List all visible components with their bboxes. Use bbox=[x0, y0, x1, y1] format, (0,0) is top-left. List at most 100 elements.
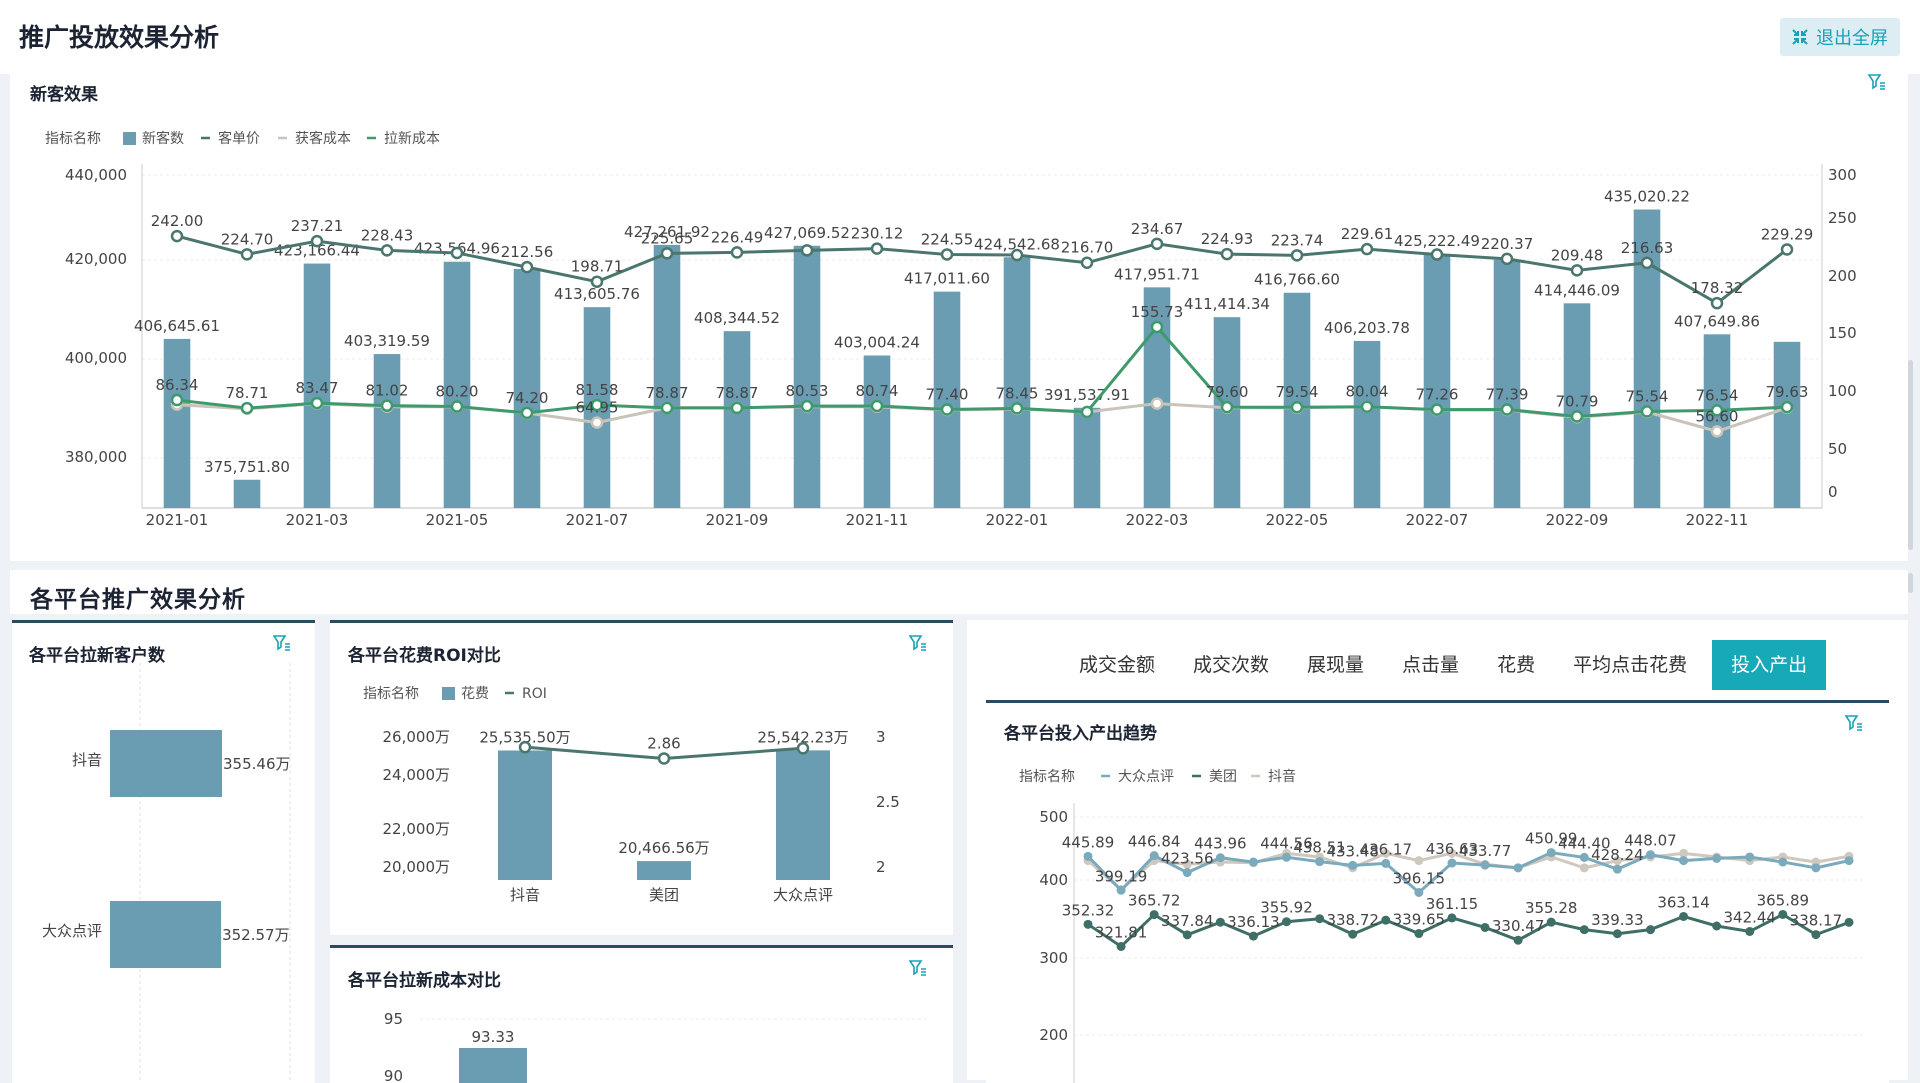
line-point[interactable] bbox=[1080, 405, 1094, 419]
line-point[interactable] bbox=[450, 246, 464, 260]
trend-point[interactable] bbox=[1414, 887, 1424, 897]
line-point[interactable] bbox=[1780, 243, 1794, 256]
trend-point[interactable] bbox=[1811, 930, 1821, 940]
legend-item-meituan[interactable]: 美团 bbox=[1209, 769, 1237, 785]
line-point[interactable] bbox=[240, 401, 254, 415]
trend-point[interactable] bbox=[1844, 856, 1854, 866]
line-point[interactable] bbox=[1150, 397, 1164, 410]
line-point[interactable] bbox=[1080, 256, 1094, 269]
line-point[interactable] bbox=[940, 403, 954, 416]
bar-new-customers[interactable] bbox=[513, 268, 541, 508]
roi-point[interactable] bbox=[796, 742, 810, 755]
trend-point[interactable] bbox=[1182, 859, 1192, 869]
trend-point[interactable] bbox=[1745, 852, 1755, 862]
trend-point[interactable] bbox=[1083, 919, 1093, 929]
bar-new-customers[interactable] bbox=[793, 245, 821, 508]
trend-point[interactable] bbox=[1712, 921, 1722, 931]
trend-point[interactable] bbox=[1579, 852, 1589, 862]
line-point[interactable] bbox=[1710, 404, 1724, 417]
roi-bar[interactable] bbox=[637, 861, 691, 880]
bar-new-customers[interactable] bbox=[1283, 292, 1311, 508]
trend-point[interactable] bbox=[1381, 858, 1391, 868]
line-point[interactable] bbox=[590, 275, 604, 288]
bar-new-customers[interactable] bbox=[933, 291, 961, 508]
trend-point[interactable] bbox=[1811, 863, 1821, 873]
bar-new-customers[interactable] bbox=[1493, 259, 1521, 508]
legend-item-roi[interactable]: ROI bbox=[522, 686, 547, 702]
trend-point[interactable] bbox=[1645, 850, 1655, 860]
line-point[interactable] bbox=[1710, 425, 1724, 438]
line-point[interactable] bbox=[1710, 296, 1724, 310]
trend-point[interactable] bbox=[1712, 853, 1722, 863]
line-point[interactable] bbox=[1780, 400, 1794, 414]
line-point[interactable] bbox=[1640, 405, 1654, 418]
line-point[interactable] bbox=[870, 242, 884, 255]
line-point[interactable] bbox=[310, 396, 324, 410]
line-point[interactable] bbox=[590, 416, 604, 429]
legend-item-dianping[interactable]: 大众点评 bbox=[1118, 769, 1174, 785]
trend-point[interactable] bbox=[1282, 852, 1292, 862]
trend-point[interactable] bbox=[1149, 910, 1159, 920]
line-point[interactable] bbox=[1220, 400, 1234, 414]
line-point[interactable] bbox=[380, 244, 394, 257]
scrollbar-section[interactable] bbox=[1908, 573, 1913, 593]
trend-point[interactable] bbox=[1447, 848, 1457, 858]
roi-bar[interactable] bbox=[498, 750, 552, 880]
bar-new-customers[interactable] bbox=[863, 355, 891, 508]
trend-point[interactable] bbox=[1679, 848, 1689, 858]
exit-fullscreen-button[interactable]: 退出全屏 bbox=[1780, 18, 1900, 56]
bar-new-customers[interactable] bbox=[1073, 407, 1101, 508]
trend-point[interactable] bbox=[1679, 911, 1689, 921]
bar-new-customers[interactable] bbox=[1703, 334, 1731, 508]
trend-point[interactable] bbox=[1546, 917, 1556, 927]
bar-new-customers[interactable] bbox=[1563, 303, 1591, 508]
trend-point[interactable] bbox=[1116, 885, 1126, 895]
scrollbar-top[interactable] bbox=[1908, 360, 1913, 550]
roi-point[interactable] bbox=[518, 740, 532, 754]
trend-point[interactable] bbox=[1282, 917, 1292, 927]
trend-point[interactable] bbox=[1149, 851, 1159, 861]
trend-point[interactable] bbox=[1612, 856, 1622, 866]
line-point[interactable] bbox=[170, 229, 184, 243]
filter-icon[interactable] bbox=[909, 635, 927, 651]
line-point[interactable] bbox=[730, 246, 744, 259]
tab-spend[interactable]: 花费 bbox=[1497, 654, 1536, 676]
bar-new-customers[interactable] bbox=[303, 263, 331, 508]
line-point[interactable] bbox=[800, 399, 814, 413]
legend-item-spend[interactable]: 花费 bbox=[461, 686, 489, 702]
trend-point[interactable] bbox=[1182, 868, 1192, 878]
trend-point[interactable] bbox=[1612, 864, 1622, 874]
bar-new-customers[interactable] bbox=[163, 338, 191, 508]
hbar[interactable] bbox=[110, 730, 222, 797]
trend-point[interactable] bbox=[1645, 925, 1655, 935]
bar-new-customers[interactable] bbox=[1003, 257, 1031, 508]
line-point[interactable] bbox=[310, 234, 324, 248]
trend-point[interactable] bbox=[1083, 851, 1093, 861]
trend-point[interactable] bbox=[1778, 857, 1788, 867]
hbar[interactable] bbox=[110, 901, 222, 968]
trend-point[interactable] bbox=[1182, 930, 1192, 940]
trend-point[interactable] bbox=[1612, 929, 1622, 939]
trend-point[interactable] bbox=[1579, 925, 1589, 935]
trend-point[interactable] bbox=[1414, 856, 1424, 866]
line-point[interactable] bbox=[520, 260, 534, 274]
trend-point[interactable] bbox=[1480, 922, 1490, 932]
trend-point[interactable] bbox=[1381, 848, 1391, 858]
line-point[interactable] bbox=[660, 401, 674, 415]
line-point[interactable] bbox=[450, 400, 464, 413]
line-point[interactable] bbox=[1360, 242, 1374, 256]
trend-point[interactable] bbox=[1546, 848, 1556, 858]
line-point[interactable] bbox=[1010, 402, 1024, 415]
trend-point[interactable] bbox=[1414, 929, 1424, 939]
line-point[interactable] bbox=[660, 247, 674, 260]
bar-new-customers[interactable] bbox=[443, 261, 471, 508]
legend-item-new-customers[interactable]: 新客数 bbox=[142, 130, 184, 147]
line-point[interactable] bbox=[240, 248, 254, 261]
bar-new-customers[interactable] bbox=[1353, 340, 1381, 508]
bar-new-customers[interactable] bbox=[373, 354, 401, 508]
line-point[interactable] bbox=[1290, 400, 1304, 414]
trend-point[interactable] bbox=[1513, 863, 1523, 873]
line-point[interactable] bbox=[800, 244, 814, 257]
trend-point[interactable] bbox=[1348, 860, 1358, 870]
bar-new-customers[interactable] bbox=[1423, 254, 1451, 508]
